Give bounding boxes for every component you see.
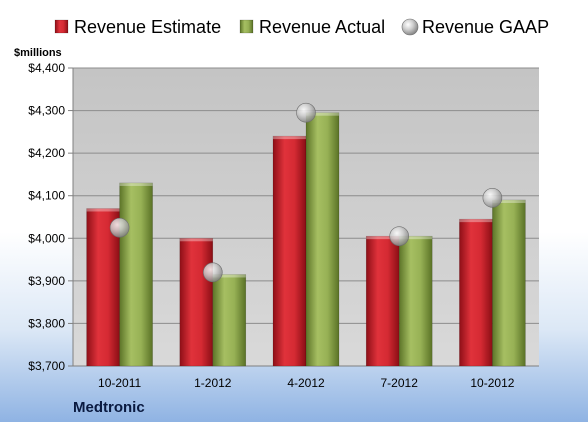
gaap-marker (109, 217, 130, 238)
y-tick-label: $4,400 (28, 61, 65, 75)
bar-revenue-estimate (179, 238, 214, 367)
bar-revenue-estimate (365, 235, 400, 367)
bar-revenue-estimate (459, 218, 493, 367)
bar-revenue-actual (119, 182, 153, 367)
x-tick-label: 4-2012 (287, 376, 325, 390)
bar-highlight (119, 182, 153, 186)
bar-revenue-estimate (272, 135, 307, 367)
y-tick-label: $3,800 (28, 316, 65, 330)
y-tick-label: $4,000 (28, 231, 65, 245)
legend-swatch (54, 19, 69, 34)
bar-highlight (399, 236, 433, 240)
legend: Revenue Estimate Revenue Actual Revenue GA… (54, 17, 549, 37)
y-axis-unit-label: $millions (14, 47, 62, 59)
y-tick-label: $3,900 (28, 274, 65, 288)
bar-revenue-actual (305, 112, 340, 367)
bar-highlight (212, 274, 246, 278)
bar-revenue-actual (212, 274, 247, 367)
bars (86, 112, 526, 367)
y-tick-label: $4,300 (28, 104, 65, 118)
gaap-marker (296, 102, 316, 123)
gaap-marker (203, 262, 223, 283)
bar-highlight (492, 199, 526, 203)
legend-swatch (239, 19, 254, 34)
bar-revenue-actual (398, 235, 433, 367)
company-name: Medtronic (73, 399, 145, 416)
bar-highlight (273, 136, 306, 140)
gaap-markers (109, 102, 503, 283)
bar-highlight (86, 208, 120, 212)
bar-highlight (366, 236, 400, 240)
legend-label: Revenue Estimate (74, 17, 221, 37)
y-axis-ticks: $3,700 $3,800 $3,900 $4,000 $4,100 $4,200 $4,3… (28, 61, 73, 373)
bar-highlight (459, 219, 493, 223)
x-tick-label: 1-2012 (194, 376, 232, 390)
gaap-marker (482, 188, 503, 208)
y-tick-label: $4,100 (28, 189, 65, 203)
legend-label: Revenue Actual (259, 17, 385, 37)
y-tick-label: $4,200 (28, 146, 65, 160)
bar-highlight (179, 238, 213, 242)
bar-revenue-actual (492, 199, 526, 367)
x-tick-label: 10-2011 (98, 376, 141, 390)
y-tick-label: $3,700 (28, 359, 65, 373)
x-tick-label: 10-2012 (470, 376, 514, 390)
legend-swatch (401, 18, 419, 36)
legend-label: Revenue GAAP (422, 17, 549, 37)
gaap-marker (389, 226, 410, 246)
x-tick-label: 7-2012 (381, 376, 419, 390)
x-axis-ticks: 10-2011 1-2012 4-2012 7-2012 10-2012 (98, 376, 515, 390)
bar-highlight (306, 112, 339, 116)
